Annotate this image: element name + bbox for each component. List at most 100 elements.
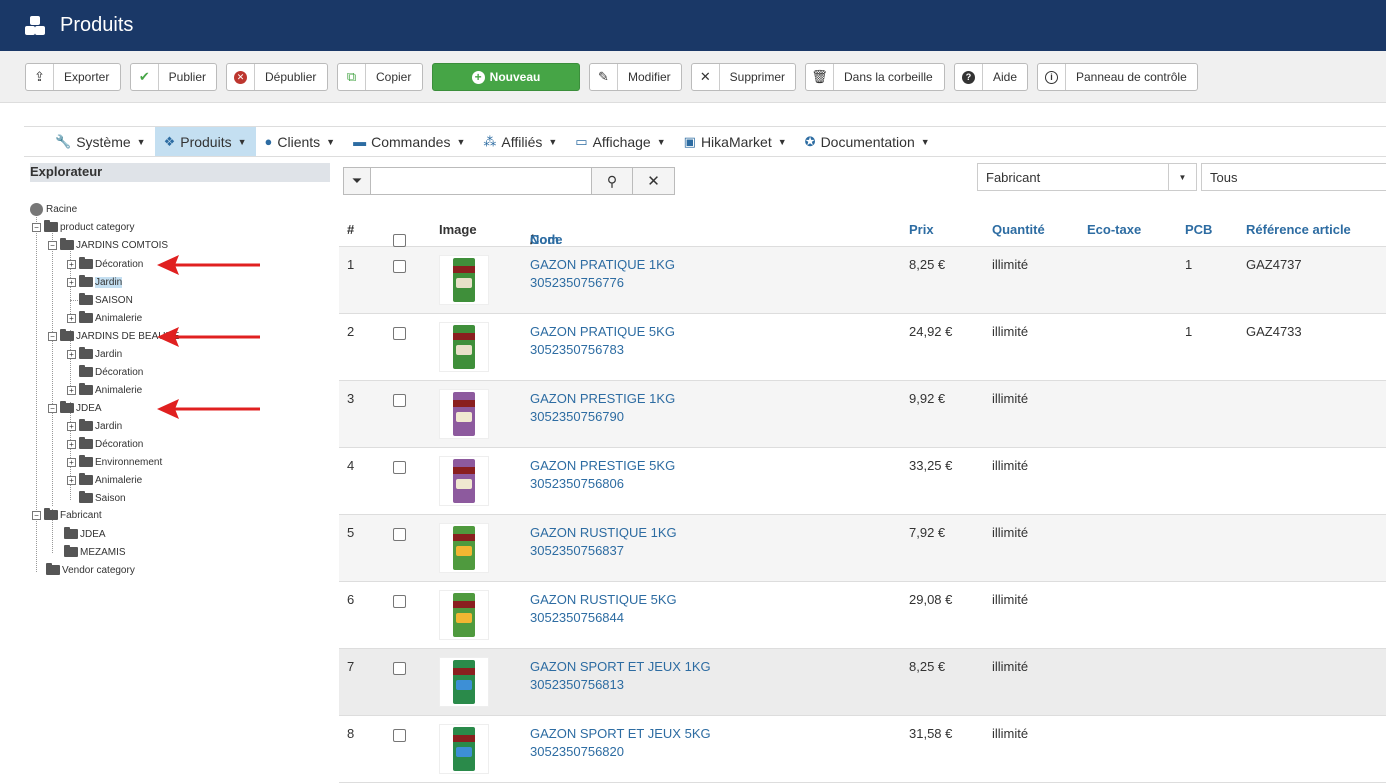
tree-node-jb-animalerie[interactable]: + Animalerie xyxy=(67,383,142,397)
tree-node-fab-jdea[interactable]: JDEA xyxy=(64,527,106,541)
search-button[interactable]: ⚲ xyxy=(592,167,633,195)
col-ecotax[interactable]: Eco-taxe xyxy=(1087,222,1142,237)
copy-button[interactable]: ⧉ Copier xyxy=(337,63,423,91)
product-code-link[interactable]: 3052350756783 xyxy=(530,342,624,357)
unpublish-button[interactable]: ✕ Dépublier xyxy=(226,63,328,91)
product-thumbnail[interactable] xyxy=(439,255,489,305)
product-code-link[interactable]: 3052350756837 xyxy=(530,543,624,558)
product-name-link[interactable]: GAZON RUSTIQUE 5KG xyxy=(530,592,677,607)
product-thumbnail[interactable] xyxy=(439,389,489,439)
product-thumbnail[interactable] xyxy=(439,322,489,372)
row-checkbox[interactable] xyxy=(393,729,406,745)
product-code-link[interactable]: 3052350756790 xyxy=(530,409,624,424)
menu-affilies[interactable]: ⁂ Affiliés ▼ xyxy=(483,133,558,150)
tree-node-jc-animalerie[interactable]: + Animalerie xyxy=(67,311,142,325)
product-thumbnail[interactable] xyxy=(439,456,489,506)
expand-icon: + xyxy=(67,259,76,269)
tree-node-jb-decoration[interactable]: Décoration xyxy=(79,365,143,379)
table-row[interactable]: 4 GAZON PRESTIGE 5KG 3052350756806 33,25 € i… xyxy=(339,448,1386,515)
menu-systeme[interactable]: 🔧 Système ▼ xyxy=(55,133,146,150)
tree-node-fab-mezamis[interactable]: MEZAMIS xyxy=(64,545,126,559)
product-name-link[interactable]: GAZON RUSTIQUE 1KG xyxy=(530,525,677,540)
tree-node-product-category[interactable]: − product category xyxy=(32,220,135,234)
delete-button[interactable]: ✕ Supprimer xyxy=(691,63,796,91)
caret-down-icon: ▼ xyxy=(548,136,558,147)
tree-node-racine[interactable]: Racine xyxy=(30,202,77,216)
table-row[interactable]: 8 GAZON SPORT ET JEUX 5KG 3052350756820 31,… xyxy=(339,716,1386,783)
publish-button[interactable]: ✔ Publier xyxy=(130,63,217,91)
control-panel-button[interactable]: i Panneau de contrôle xyxy=(1037,63,1198,91)
new-button[interactable]: + Nouveau xyxy=(432,63,580,91)
product-name-link[interactable]: GAZON PRESTIGE 5KG xyxy=(530,458,676,473)
tree-node-jd-environnement[interactable]: + Environnement xyxy=(67,455,162,469)
close-icon: ✕ xyxy=(692,64,720,90)
col-reference[interactable]: Référence article xyxy=(1246,222,1351,237)
product-code-link[interactable]: 3052350756844 xyxy=(530,610,624,625)
sort-name-link[interactable]: Nom xyxy=(530,232,559,247)
col-image: Image xyxy=(439,222,477,237)
tree-node-fabricant[interactable]: − Fabricant xyxy=(32,508,102,522)
row-checkbox[interactable] xyxy=(393,327,406,343)
menu-documentation[interactable]: ✪ Documentation ▼ xyxy=(804,133,930,150)
tree-node-vendor-category[interactable]: Vendor category xyxy=(46,563,135,577)
tree-node-jardins-comtois[interactable]: − JARDINS COMTOIS xyxy=(48,238,168,252)
product-name-link[interactable]: GAZON PRATIQUE 1KG xyxy=(530,257,675,272)
menu-affichage[interactable]: ▭ Affichage ▼ xyxy=(575,133,666,150)
filter-button[interactable]: ⏷ xyxy=(343,167,371,195)
export-button[interactable]: ⇪ Exporter xyxy=(25,63,121,91)
product-price: 8,25 € xyxy=(909,257,946,272)
tree-node-jd-decoration[interactable]: + Décoration xyxy=(67,437,143,451)
col-price[interactable]: Prix xyxy=(909,222,934,237)
product-thumbnail[interactable] xyxy=(439,590,489,640)
tree-node-jc-jardin[interactable]: + Jardin xyxy=(67,275,123,289)
row-checkbox[interactable] xyxy=(393,394,406,410)
table-row[interactable]: 2 GAZON PRATIQUE 5KG 3052350756783 24,92 € i… xyxy=(339,314,1386,381)
tree-node-jdea[interactable]: − JDEA xyxy=(48,401,102,415)
help-button[interactable]: ? Aide xyxy=(954,63,1028,91)
col-pcb[interactable]: PCB xyxy=(1185,222,1213,237)
tree-node-jd-saison[interactable]: Saison xyxy=(79,491,126,505)
table-row[interactable]: 1 GAZON PRATIQUE 1KG 3052350756776 8,25 € il… xyxy=(339,247,1386,314)
product-thumbnail[interactable] xyxy=(439,657,489,707)
folder-icon xyxy=(79,275,93,287)
edit-button[interactable]: ✎ Modifier xyxy=(589,63,682,91)
caret-down-icon: ▼ xyxy=(456,136,466,147)
tree-node-jc-saison[interactable]: SAISON xyxy=(70,293,133,307)
product-thumbnail[interactable] xyxy=(439,724,489,774)
product-name-link[interactable]: GAZON PRESTIGE 1KG xyxy=(530,391,676,406)
menu-commandes[interactable]: ▬ Commandes ▼ xyxy=(353,133,466,150)
collapse-icon: − xyxy=(48,240,57,250)
table-row[interactable]: 7 GAZON SPORT ET JEUX 1KG 3052350756813 8,2… xyxy=(339,649,1386,716)
product-name-link[interactable]: GAZON SPORT ET JEUX 1KG xyxy=(530,659,711,674)
product-name-link[interactable]: GAZON SPORT ET JEUX 5KG xyxy=(530,726,711,741)
col-quantity[interactable]: Quantité xyxy=(992,222,1045,237)
tree-node-jd-animalerie[interactable]: + Animalerie xyxy=(67,473,142,487)
menu-clients[interactable]: ● Clients ▼ xyxy=(264,133,336,150)
table-row[interactable]: 6 GAZON RUSTIQUE 5KG 3052350756844 29,08 € i… xyxy=(339,582,1386,649)
table-row[interactable]: 3 GAZON PRESTIGE 1KG 3052350756790 9,92 € il… xyxy=(339,381,1386,448)
tree-node-jardins-beaune[interactable]: − JARDINS DE BEAUNE xyxy=(48,329,179,343)
clear-search-button[interactable]: ✕ xyxy=(633,167,675,195)
manufacturer-select[interactable]: Fabricant ▼ xyxy=(977,163,1197,191)
product-name-link[interactable]: GAZON PRATIQUE 5KG xyxy=(530,324,675,339)
status-select[interactable]: Tous xyxy=(1201,163,1386,191)
row-checkbox[interactable] xyxy=(393,595,406,611)
table-row[interactable]: 5 GAZON RUSTIQUE 1KG 3052350756837 7,92 € il… xyxy=(339,515,1386,582)
menu-produits[interactable]: ❖ Produits ▼ xyxy=(154,127,256,156)
product-code-link[interactable]: 3052350756776 xyxy=(530,275,624,290)
tree-node-jc-decoration[interactable]: + Décoration xyxy=(67,257,143,271)
row-checkbox[interactable] xyxy=(393,461,406,477)
menu-hikamarket[interactable]: ▣ HikaMarket ▼ xyxy=(683,133,787,150)
product-code-link[interactable]: 3052350756820 xyxy=(530,744,624,759)
tree-node-jd-jardin[interactable]: + Jardin xyxy=(67,419,122,433)
product-thumbnail[interactable] xyxy=(439,523,489,573)
tree-node-jb-jardin[interactable]: + Jardin xyxy=(67,347,122,361)
trash-button[interactable]: 🗑 Dans la corbeille xyxy=(805,63,945,91)
row-checkbox[interactable] xyxy=(393,260,406,276)
product-code-link[interactable]: 3052350756813 xyxy=(530,677,624,692)
search-input[interactable] xyxy=(371,167,592,195)
row-checkbox[interactable] xyxy=(393,528,406,544)
product-code-link[interactable]: 3052350756806 xyxy=(530,476,624,491)
row-checkbox[interactable] xyxy=(393,662,406,678)
sort-code-link[interactable]: Code xyxy=(530,232,563,247)
